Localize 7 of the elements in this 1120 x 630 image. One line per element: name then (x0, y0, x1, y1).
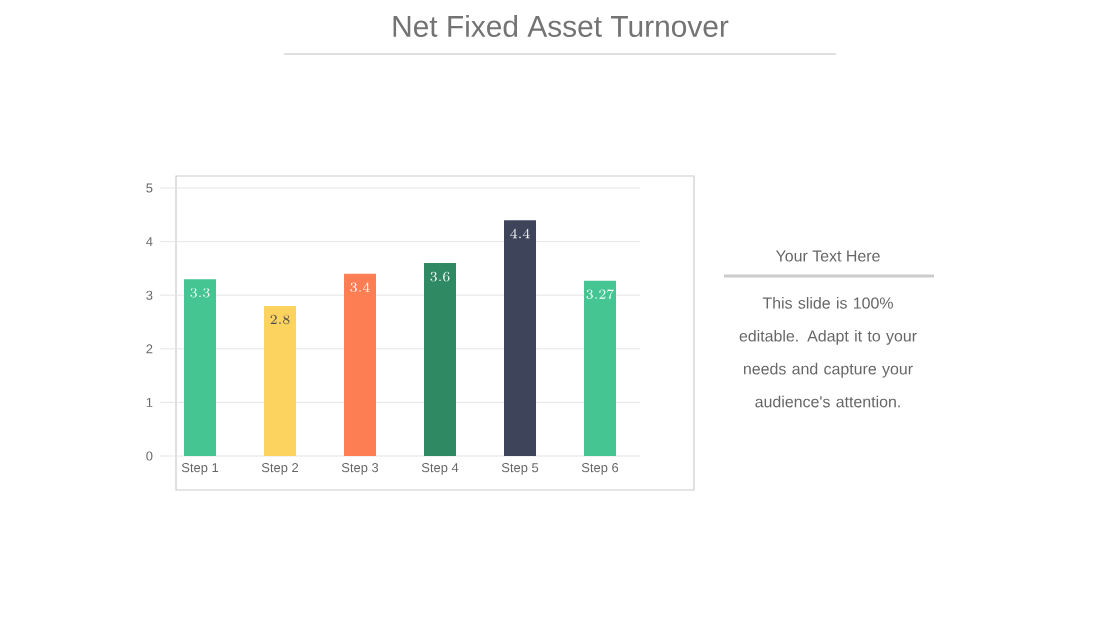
bar (264, 305, 297, 456)
bar (344, 273, 377, 456)
chart-title: Net Fixed Asset Turnover (393, 15, 729, 37)
bar (504, 220, 537, 456)
bar (584, 280, 617, 456)
bar (184, 279, 217, 456)
bar (424, 263, 457, 456)
